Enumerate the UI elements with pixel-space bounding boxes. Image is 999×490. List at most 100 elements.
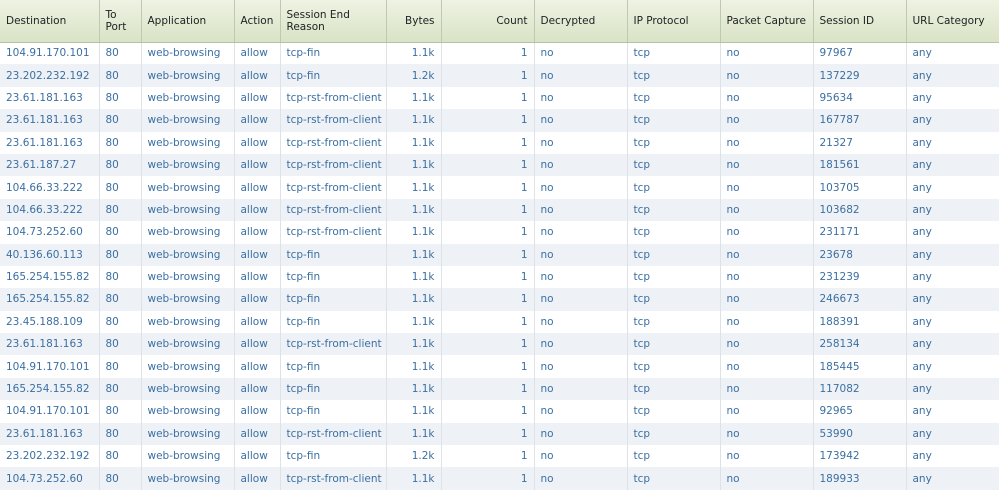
column-header[interactable]: IP Protocol	[627, 0, 721, 43]
cell: 53990	[813, 422, 907, 446]
cell: 23.61.181.163	[0, 131, 100, 154]
cell: 1	[441, 265, 535, 289]
cell: web-browsing	[141, 265, 235, 289]
table-row[interactable]: 23.61.181.163 80 web-browsing allow tcp-rst-…	[0, 109, 999, 132]
cell: tcp	[627, 265, 721, 289]
cell: any	[906, 198, 999, 222]
cell: no	[720, 176, 814, 199]
table-row[interactable]: 23.45.188.109 80 web-browsing allow tcp-fin 1…	[0, 310, 999, 334]
cell: 21327	[813, 131, 907, 154]
table-row[interactable]: 104.91.170.101 80 web-browsing allow tcp-fin…	[0, 355, 999, 378]
table-row[interactable]: 23.61.181.163 80 web-browsing allow tcp-rst-…	[0, 333, 999, 356]
cell: tcp	[627, 243, 721, 266]
cell: 80	[99, 86, 142, 110]
cell: no	[720, 288, 814, 311]
table-row[interactable]: 23.61.181.163 80 web-browsing allow tcp-rst-…	[0, 422, 999, 446]
column-header[interactable]: Application	[141, 0, 235, 43]
cell: web-browsing	[141, 64, 235, 87]
table-row[interactable]: 23.61.181.163 80 web-browsing allow tcp-rst-…	[0, 86, 999, 110]
cell: web-browsing	[141, 377, 235, 401]
cell: web-browsing	[141, 86, 235, 110]
cell: tcp-fin	[280, 288, 387, 311]
cell: 23.202.232.192	[0, 64, 100, 87]
table-row[interactable]: 165.254.155.82 80 web-browsing allow tcp-fin…	[0, 265, 999, 289]
cell: 92965	[813, 400, 907, 423]
table-row[interactable]: 165.254.155.82 80 web-browsing allow tcp-fin…	[0, 377, 999, 401]
cell: no	[534, 64, 628, 87]
cell: 1	[441, 109, 535, 132]
cell: web-browsing	[141, 288, 235, 311]
cell: 1	[441, 42, 535, 65]
cell: allow	[234, 131, 281, 154]
column-header[interactable]: Bytes	[386, 0, 442, 43]
cell: 80	[99, 355, 142, 378]
cell: allow	[234, 445, 281, 468]
cell: web-browsing	[141, 445, 235, 468]
cell: web-browsing	[141, 400, 235, 423]
cell: tcp	[627, 467, 721, 490]
cell: 1.1k	[386, 288, 442, 311]
cell: 258134	[813, 333, 907, 356]
cell: any	[906, 243, 999, 266]
cell: 104.73.252.60	[0, 221, 100, 244]
cell: 1	[441, 333, 535, 356]
cell: 80	[99, 445, 142, 468]
cell: any	[906, 131, 999, 154]
column-header[interactable]: Decrypted	[534, 0, 628, 43]
cell: allow	[234, 86, 281, 110]
cell: no	[720, 400, 814, 423]
column-header[interactable]: Count	[441, 0, 535, 43]
table-row[interactable]: 104.73.252.60 80 web-browsing allow tcp-rst-…	[0, 467, 999, 490]
table-row[interactable]: 165.254.155.82 80 web-browsing allow tcp-fin…	[0, 288, 999, 311]
cell: tcp-fin	[280, 355, 387, 378]
table-row[interactable]: 23.61.181.163 80 web-browsing allow tcp-rst-…	[0, 131, 999, 154]
cell: allow	[234, 355, 281, 378]
column-header[interactable]: URL Category	[906, 0, 999, 43]
cell: tcp	[627, 422, 721, 446]
table-row[interactable]: 104.91.170.101 80 web-browsing allow tcp-fin…	[0, 42, 999, 65]
column-header[interactable]: To Port	[99, 0, 142, 43]
table-row[interactable]: 23.202.232.192 80 web-browsing allow tcp-fin…	[0, 64, 999, 87]
cell: 80	[99, 131, 142, 154]
cell: allow	[234, 176, 281, 199]
cell: any	[906, 153, 999, 177]
cell: no	[720, 355, 814, 378]
cell: 173942	[813, 445, 907, 468]
cell: 97967	[813, 42, 907, 65]
table-row[interactable]: 23.61.187.27 80 web-browsing allow tcp-rst-f…	[0, 153, 999, 177]
cell: tcp	[627, 377, 721, 401]
column-header[interactable]: Destination	[0, 0, 100, 43]
table-row[interactable]: 104.66.33.222 80 web-browsing allow tcp-rst-…	[0, 176, 999, 199]
cell: 80	[99, 198, 142, 222]
cell: 137229	[813, 64, 907, 87]
cell: 189933	[813, 467, 907, 490]
cell: 103705	[813, 176, 907, 199]
cell: 1.1k	[386, 310, 442, 334]
cell: any	[906, 109, 999, 132]
column-header[interactable]: Session ID	[813, 0, 907, 43]
cell: 80	[99, 333, 142, 356]
cell: no	[534, 109, 628, 132]
cell: no	[534, 377, 628, 401]
cell: 165.254.155.82	[0, 265, 100, 289]
cell: web-browsing	[141, 422, 235, 446]
cell: no	[720, 333, 814, 356]
cell: allow	[234, 400, 281, 423]
cell: 1.1k	[386, 467, 442, 490]
table-row[interactable]: 104.73.252.60 80 web-browsing allow tcp-rst-…	[0, 221, 999, 244]
table-row[interactable]: 104.66.33.222 80 web-browsing allow tcp-rst-…	[0, 198, 999, 222]
table-row[interactable]: 104.91.170.101 80 web-browsing allow tcp-fin…	[0, 400, 999, 423]
table-row[interactable]: 23.202.232.192 80 web-browsing allow tcp-fin…	[0, 445, 999, 468]
cell: 1.2k	[386, 445, 442, 468]
cell: 23.61.181.163	[0, 86, 100, 110]
column-header[interactable]: Action	[234, 0, 281, 43]
column-header[interactable]: Session End Reason	[280, 0, 387, 43]
cell: allow	[234, 288, 281, 311]
cell: no	[534, 176, 628, 199]
cell: web-browsing	[141, 221, 235, 244]
column-header[interactable]: Packet Capture	[720, 0, 814, 43]
cell: no	[720, 42, 814, 65]
cell: 1.1k	[386, 400, 442, 423]
table-row[interactable]: 40.136.60.113 80 web-browsing allow tcp-fin 1…	[0, 243, 999, 266]
cell: 80	[99, 221, 142, 244]
